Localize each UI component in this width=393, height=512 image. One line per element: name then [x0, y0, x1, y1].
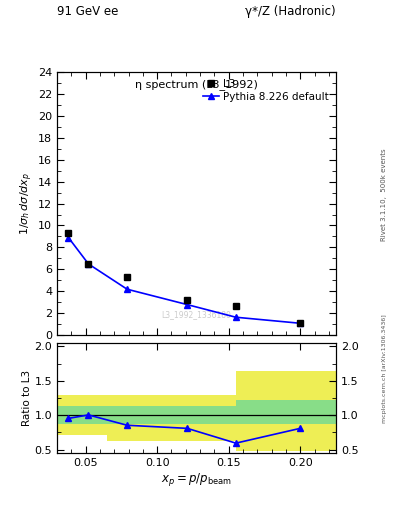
Pythia 8.226 default: [298, 320, 303, 326]
L3: [185, 297, 189, 303]
Text: η spectrum (L3_1992): η spectrum (L3_1992): [135, 79, 258, 91]
Y-axis label: Ratio to L3: Ratio to L3: [22, 370, 31, 426]
Text: 91 GeV ee: 91 GeV ee: [57, 5, 118, 18]
Text: Rivet 3.1.10,  500k events: Rivet 3.1.10, 500k events: [381, 148, 387, 241]
Text: γ*/Z (Hadronic): γ*/Z (Hadronic): [245, 5, 336, 18]
Line: L3: L3: [65, 230, 304, 326]
L3: [86, 261, 91, 267]
Text: L3_1992_1336180: L3_1992_1336180: [162, 311, 231, 319]
Pythia 8.226 default: [66, 234, 71, 241]
Pythia 8.226 default: [86, 261, 91, 267]
Pythia 8.226 default: [233, 314, 238, 321]
L3: [233, 303, 238, 309]
L3: [125, 274, 129, 280]
Line: Pythia 8.226 default: Pythia 8.226 default: [65, 234, 304, 327]
Legend: L3, Pythia 8.226 default: L3, Pythia 8.226 default: [201, 77, 331, 104]
X-axis label: $x_p=p/p_{\rm beam}$: $x_p=p/p_{\rm beam}$: [161, 471, 232, 488]
Pythia 8.226 default: [185, 302, 189, 308]
Pythia 8.226 default: [125, 286, 129, 292]
L3: [298, 319, 303, 326]
L3: [66, 230, 71, 236]
Text: mcplots.cern.ch [arXiv:1306.3436]: mcplots.cern.ch [arXiv:1306.3436]: [382, 314, 387, 423]
Y-axis label: $1/\sigma_h\,d\sigma/dx_p$: $1/\sigma_h\,d\sigma/dx_p$: [19, 172, 35, 235]
